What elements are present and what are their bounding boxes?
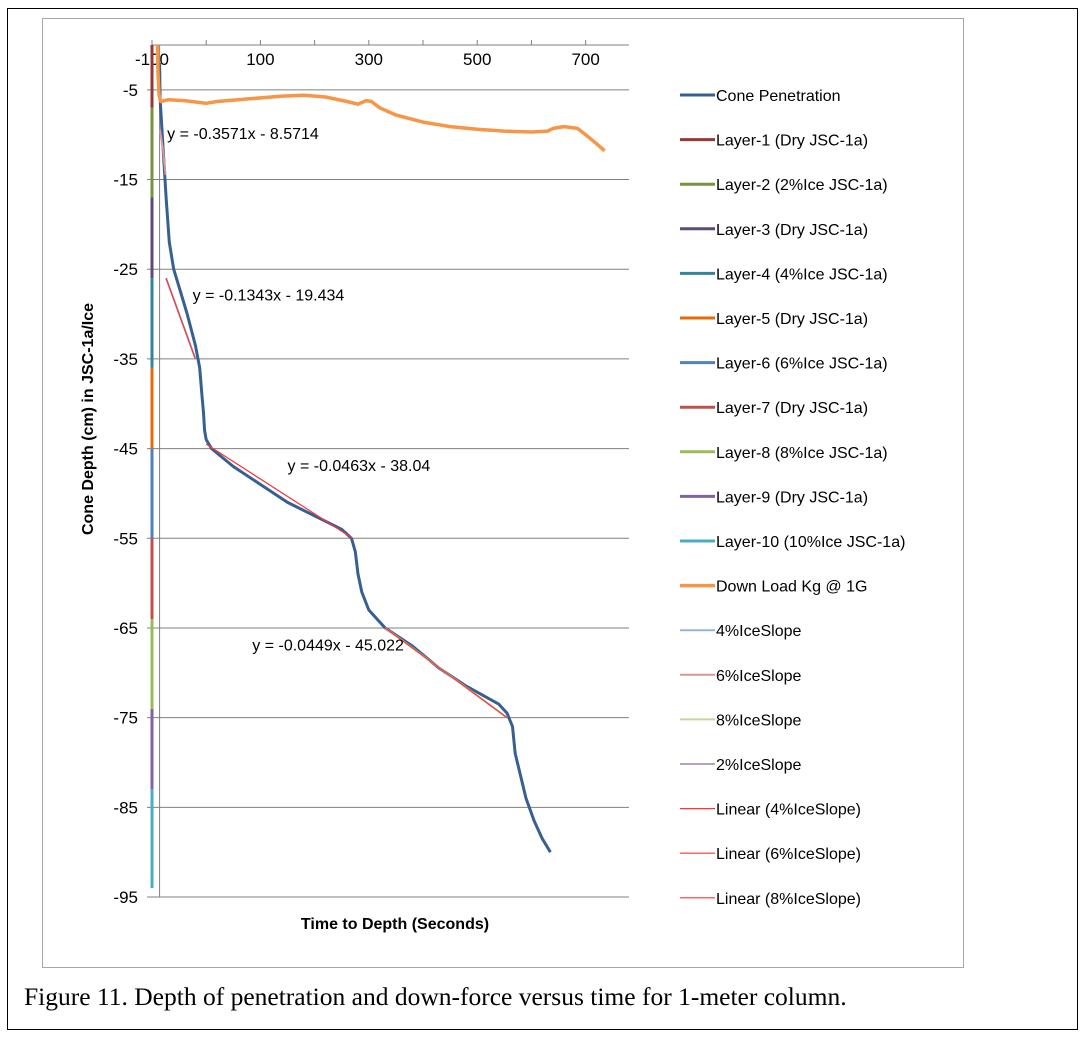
y-tick-label: -5 xyxy=(123,81,138,100)
figure-caption: Figure 11. Depth of penetration and down… xyxy=(24,982,847,1011)
x-tick-label: 700 xyxy=(571,50,599,69)
legend-label: Layer-7 (Dry JSC-1a) xyxy=(716,400,868,417)
trendline-equation: y = -0.3571x - 8.5714 xyxy=(167,126,319,143)
y-tick-label: -15 xyxy=(113,171,138,190)
x-axis-title: Time to Depth (Seconds) xyxy=(301,916,489,933)
y-tick-label: -95 xyxy=(113,888,138,907)
series-line xyxy=(205,443,353,539)
legend-label: Layer-8 (8%Ice JSC-1a) xyxy=(716,445,888,462)
trendline-equation: y = -0.1343x - 19.434 xyxy=(193,288,345,305)
legend-label: 2%IceSlope xyxy=(716,757,801,774)
legend-label: Cone Penetration xyxy=(716,88,841,105)
legend-label: Layer-2 (2%Ice JSC-1a) xyxy=(716,177,888,194)
legend-label: Layer-9 (Dry JSC-1a) xyxy=(716,489,868,506)
y-axis-title: Cone Depth (cm) in JSC-1a/Ice xyxy=(80,303,97,535)
figure-frame xyxy=(7,8,1078,1030)
y-tick-label: -75 xyxy=(113,709,138,728)
series-line xyxy=(155,44,606,153)
legend-label: Layer-4 (4%Ice JSC-1a) xyxy=(716,266,888,283)
y-tick-label: -25 xyxy=(113,260,138,279)
series-line xyxy=(159,130,167,176)
legend-label: 6%IceSlope xyxy=(716,668,801,685)
series-line xyxy=(384,627,508,719)
legend-label: Linear (8%IceSlope) xyxy=(716,891,861,908)
legend-label: Linear (6%IceSlope) xyxy=(716,846,861,863)
legend-label: 4%IceSlope xyxy=(716,623,801,640)
legend-label: Linear (4%IceSlope) xyxy=(716,802,861,819)
x-tick-label: 300 xyxy=(355,50,383,69)
legend-label: Down Load Kg @ 1G xyxy=(716,579,867,596)
chart: -5-15-25-35-45-55-65-75-85-95-100 100 300 5… xyxy=(80,40,905,933)
legend-label: Layer-5 (Dry JSC-1a) xyxy=(716,311,868,328)
y-tick-label: -85 xyxy=(113,798,138,817)
y-tick-label: -65 xyxy=(113,619,138,638)
trendline-equation: y = -0.0449x - 45.022 xyxy=(252,637,404,654)
legend-label: 8%IceSlope xyxy=(716,712,801,729)
legend-label: Layer-1 (Dry JSC-1a) xyxy=(716,133,868,150)
legend-label: Layer-10 (10%Ice JSC-1a) xyxy=(716,534,905,551)
x-tick-label: 100 xyxy=(246,50,274,69)
series-line xyxy=(165,277,196,360)
x-tick-label: 500 xyxy=(463,50,491,69)
y-tick-label: -35 xyxy=(113,350,138,369)
trendline-equation: y = -0.0463x - 38.04 xyxy=(288,458,431,475)
y-tick-label: -55 xyxy=(113,529,138,548)
chart-frame: -5 -15 -25 -35 -45 -55 -65 -75 -85 -95 -100 100 300 5… xyxy=(42,18,964,968)
legend-label: Layer-6 (6%Ice JSC-1a) xyxy=(716,356,888,373)
y-tick-label: -45 xyxy=(113,440,138,459)
legend-label: Layer-3 (Dry JSC-1a) xyxy=(716,222,868,239)
